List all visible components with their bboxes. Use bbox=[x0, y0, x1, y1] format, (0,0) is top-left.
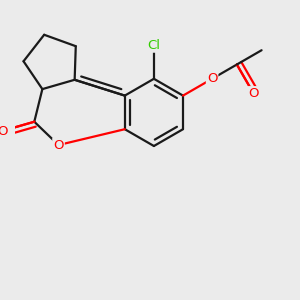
Text: O: O bbox=[248, 87, 259, 100]
Text: O: O bbox=[207, 72, 217, 85]
Text: Cl: Cl bbox=[147, 39, 161, 52]
Text: O: O bbox=[0, 124, 7, 137]
Text: O: O bbox=[53, 139, 64, 152]
